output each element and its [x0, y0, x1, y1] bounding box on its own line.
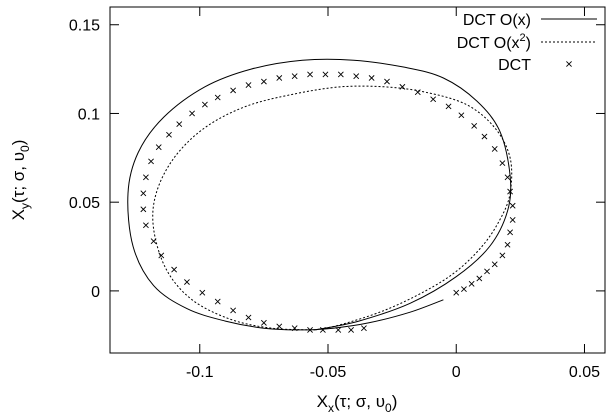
dct-point — [215, 95, 220, 100]
dct-point — [143, 175, 148, 180]
dct-point — [472, 123, 477, 128]
dct-point — [261, 320, 266, 325]
dct-point — [277, 75, 282, 80]
dct-point — [505, 175, 510, 180]
series-dct-ox2-line — [153, 86, 512, 330]
dct-point — [143, 223, 148, 228]
dct-point — [446, 104, 451, 109]
dct-point — [477, 276, 482, 281]
dct-point — [202, 102, 207, 107]
legend-label-2: DCT — [498, 57, 531, 74]
y-tick-label-0: 0 — [91, 284, 100, 301]
dct-point — [500, 161, 505, 166]
x-axis-label: Xx(τ; σ, υ0) — [317, 392, 398, 415]
legend: DCT O(x) DCT O(x2) DCT — [457, 12, 597, 74]
dct-point — [510, 217, 515, 222]
dct-point — [177, 122, 182, 127]
dct-point — [348, 327, 353, 332]
dct-point — [508, 230, 513, 235]
dct-point — [482, 134, 487, 139]
dct-point — [459, 113, 464, 118]
x-tick-label-3: 0.05 — [569, 364, 600, 381]
legend-label-0: DCT O(x) — [463, 12, 531, 29]
dct-point — [500, 253, 505, 258]
y-tick-label-2: 0.1 — [78, 106, 100, 123]
dct-point — [492, 146, 497, 151]
dct-point — [231, 88, 236, 93]
dct-point — [338, 72, 343, 77]
dct-point — [151, 239, 156, 244]
dct-point — [159, 253, 164, 258]
dct-point — [166, 132, 171, 137]
legend-label-1: DCT O(x2) — [457, 32, 531, 52]
dct-point — [510, 203, 515, 208]
dct-point — [156, 145, 161, 150]
x-tick-label-0: -0.1 — [186, 364, 214, 381]
dct-point — [461, 287, 466, 292]
dct-point — [384, 79, 389, 84]
dct-point — [454, 290, 459, 295]
dct-point — [492, 262, 497, 267]
dct-point — [141, 191, 146, 196]
dct-point — [184, 279, 189, 284]
dct-point — [172, 267, 177, 272]
dct-point — [369, 75, 374, 80]
y-tick-label-1: 0.05 — [69, 195, 100, 212]
dct-point — [189, 111, 194, 116]
x-tick-label-2: 0 — [452, 364, 461, 381]
dct-point — [431, 97, 436, 102]
dct-point — [469, 281, 474, 286]
dct-point — [200, 290, 205, 295]
dct-point — [261, 79, 266, 84]
series-dct-ox-line — [128, 59, 511, 330]
dct-point — [231, 308, 236, 313]
dct-point — [246, 82, 251, 87]
dct-point — [400, 84, 405, 89]
dct-point — [141, 207, 146, 212]
y-axis-label: Xy(τ; σ, υ0) — [9, 140, 32, 221]
dct-point — [505, 242, 510, 247]
dct-point — [246, 315, 251, 320]
series-layer — [128, 59, 516, 332]
dct-point — [277, 324, 282, 329]
x-tick-label-1: -0.05 — [310, 364, 347, 381]
dct-point — [354, 74, 359, 79]
dct-point — [484, 269, 489, 274]
dct-point — [361, 326, 366, 331]
series-dct-markers — [141, 72, 516, 333]
dct-point — [415, 90, 420, 95]
legend-sample-2 — [566, 61, 571, 66]
dct-point — [323, 72, 328, 77]
dct-point — [215, 299, 220, 304]
dct-point — [148, 159, 153, 164]
dct-point — [307, 72, 312, 77]
dct-point — [292, 74, 297, 79]
y-tick-label-3: 0.15 — [69, 18, 100, 35]
